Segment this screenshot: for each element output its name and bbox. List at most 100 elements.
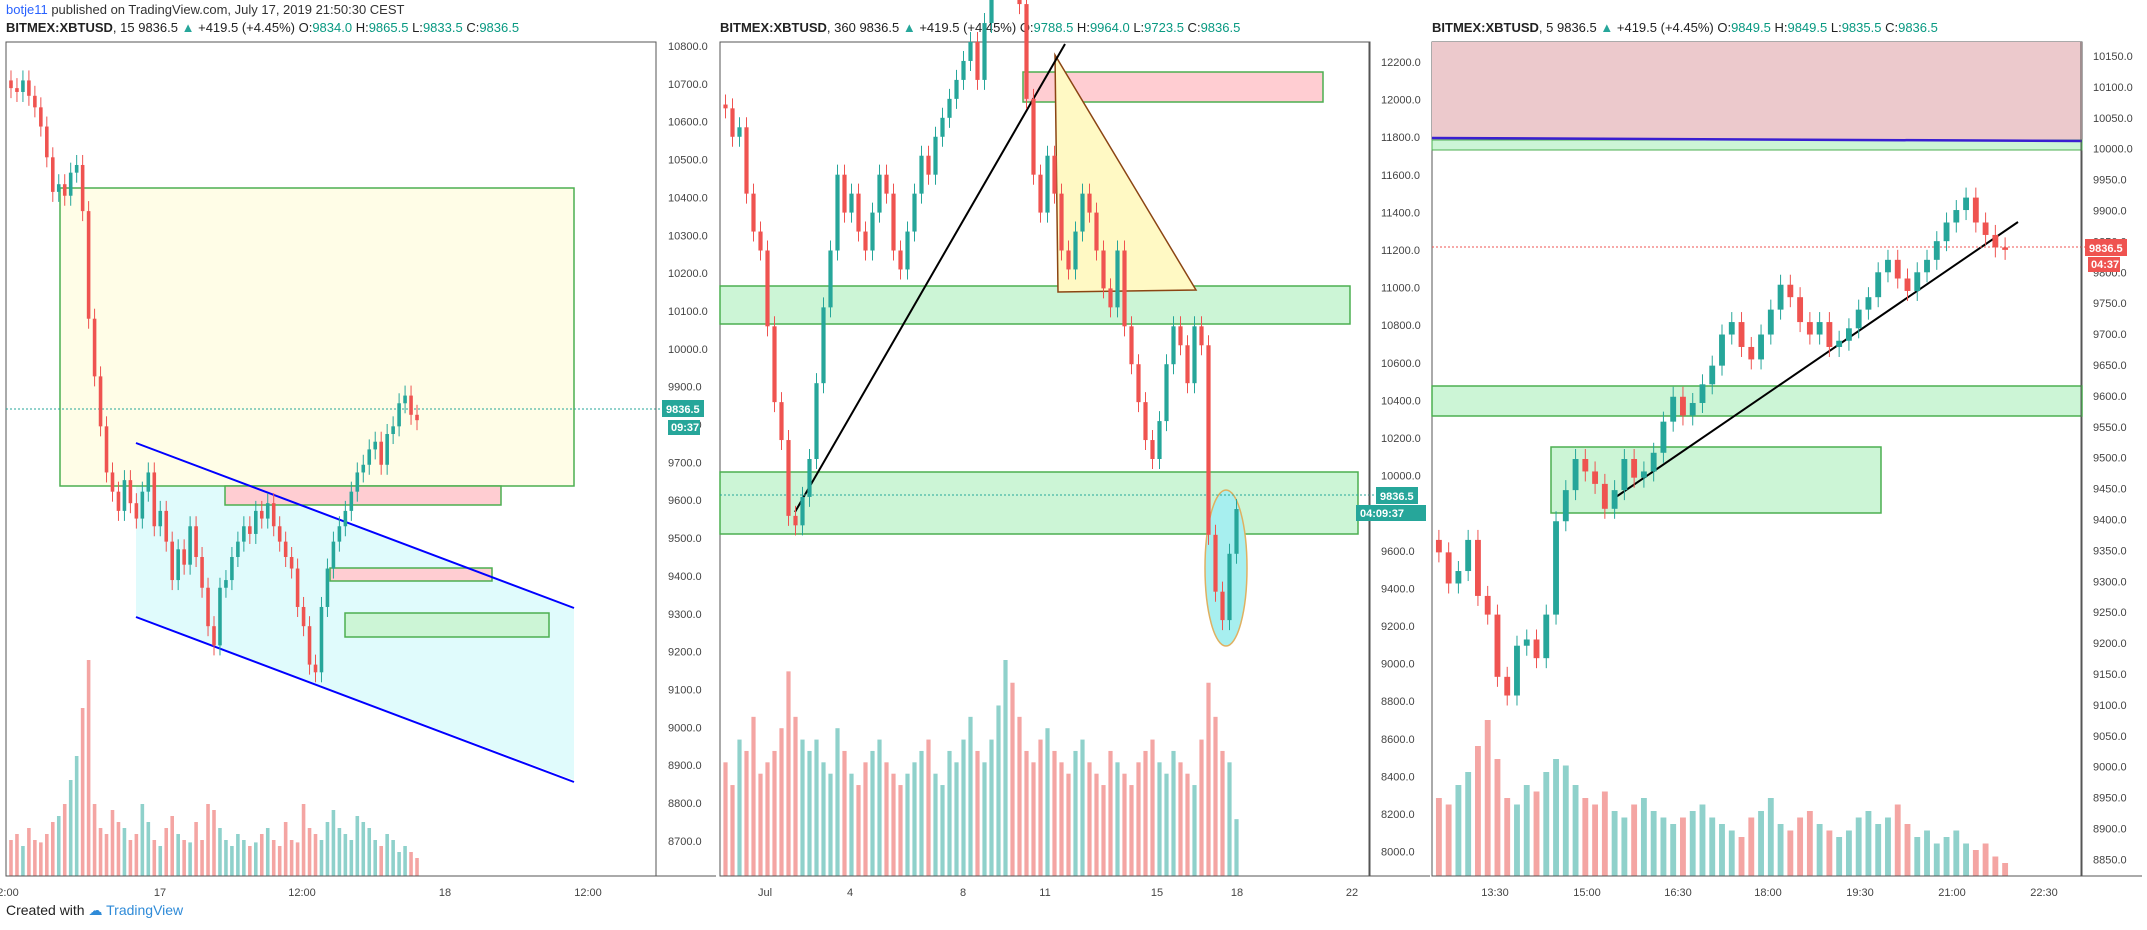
candle-body[interactable] <box>898 250 903 270</box>
channel-lower-line[interactable] <box>135 616 575 783</box>
candle-body[interactable] <box>248 526 252 534</box>
candle-body[interactable] <box>940 117 945 137</box>
candle-body[interactable] <box>1484 595 1491 615</box>
candle-body[interactable] <box>218 587 222 646</box>
candle-body[interactable] <box>259 510 264 519</box>
resistance-line[interactable] <box>1431 136 2083 143</box>
candle-body[interactable] <box>1885 259 1891 273</box>
candle-body[interactable] <box>856 193 861 232</box>
candle-body[interactable] <box>379 441 383 465</box>
candle-body[interactable] <box>182 549 186 565</box>
candle-body[interactable] <box>45 126 49 158</box>
candle-body[interactable] <box>954 79 959 99</box>
candle-body[interactable] <box>1875 272 1882 298</box>
candle-body[interactable] <box>779 402 784 441</box>
candle-body[interactable] <box>1465 539 1472 572</box>
candle-body[interactable] <box>1136 364 1141 403</box>
candle-body[interactable] <box>765 250 770 327</box>
candle-body[interactable] <box>27 80 31 96</box>
candle-body[interactable] <box>1670 396 1677 422</box>
x-axis[interactable]: 13:30 15:00 16:30 18:00 19:30 21:00 22:30 <box>1432 875 2142 899</box>
candle-body[interactable] <box>1031 98 1036 175</box>
candle-body[interactable] <box>271 503 276 527</box>
candle-body[interactable] <box>116 491 121 511</box>
candle-body[interactable] <box>1543 614 1550 659</box>
candle-body[interactable] <box>933 136 938 175</box>
candle-body[interactable] <box>968 42 973 61</box>
author-name[interactable]: botje11 <box>6 2 48 17</box>
candle-body[interactable] <box>158 510 163 527</box>
candle-body[interactable] <box>62 184 67 196</box>
panel-2-plot-area[interactable] <box>719 41 1371 877</box>
candle-body[interactable] <box>1052 155 1057 194</box>
candle-body[interactable] <box>1758 334 1764 360</box>
candle-body[interactable] <box>1963 197 1969 211</box>
candle-body[interactable] <box>367 449 372 465</box>
candle-body[interactable] <box>1024 4 1029 99</box>
candle-body[interactable] <box>170 541 174 581</box>
candle-body[interactable] <box>884 174 889 194</box>
candle-body[interactable] <box>1992 234 1999 248</box>
candle-body[interactable] <box>110 472 115 492</box>
candle-body[interactable] <box>835 174 840 251</box>
candle-body[interactable] <box>295 568 300 607</box>
candle-body[interactable] <box>397 403 401 427</box>
candle-body[interactable] <box>989 0 994 24</box>
candle-body[interactable] <box>1582 459 1589 472</box>
candle-body[interactable] <box>289 557 294 569</box>
highlight-ellipse[interactable] <box>1204 489 1248 647</box>
candle-body[interactable] <box>68 172 73 196</box>
candle-body[interactable] <box>361 464 366 473</box>
candle-body[interactable] <box>277 526 282 542</box>
candle-body[interactable] <box>1680 396 1686 416</box>
candle-body[interactable] <box>975 42 980 80</box>
candle-body[interactable] <box>744 127 749 194</box>
candle-body[interactable] <box>212 626 216 646</box>
candle-body[interactable] <box>86 211 91 319</box>
candle-body[interactable] <box>140 491 145 519</box>
candle-body[interactable] <box>1087 193 1092 213</box>
candle-body[interactable] <box>842 174 847 213</box>
candle-body[interactable] <box>912 193 917 232</box>
candle-body[interactable] <box>828 250 833 308</box>
candle-body[interactable] <box>877 174 882 213</box>
candle-body[interactable] <box>737 127 742 137</box>
candle-body[interactable] <box>1122 250 1127 327</box>
candle-body[interactable] <box>194 526 198 558</box>
candle-body[interactable] <box>1982 222 1989 235</box>
candle-body[interactable] <box>1017 0 1022 5</box>
candle-body[interactable] <box>1045 155 1050 213</box>
candle-body[interactable] <box>1943 222 1950 242</box>
candle-body[interactable] <box>319 606 324 673</box>
candle-body[interactable] <box>863 231 868 251</box>
x-axis[interactable]: 2:00 17 12:00 18 12:00 <box>0 875 716 899</box>
candle-body[interactable] <box>283 541 288 558</box>
candle-body[interactable] <box>1787 284 1794 298</box>
candle-body[interactable] <box>355 472 360 492</box>
candle-body[interactable] <box>176 549 180 581</box>
candle-body[interactable] <box>1455 571 1462 584</box>
candle-body[interactable] <box>1553 521 1559 615</box>
candle-body[interactable] <box>723 104 728 109</box>
trend-line[interactable] <box>794 43 1066 513</box>
tradingview-logo-icon[interactable]: ☁ <box>88 902 103 918</box>
candle-body[interactable] <box>1227 553 1232 621</box>
candle-body[interactable] <box>9 80 13 89</box>
candle-body[interactable] <box>1767 309 1774 335</box>
candle-body[interactable] <box>1073 231 1078 270</box>
candle-body[interactable] <box>325 568 330 607</box>
candle-body[interactable] <box>2002 247 2009 250</box>
candle-body[interactable] <box>33 95 37 108</box>
candle-body[interactable] <box>242 526 246 542</box>
candle-body[interactable] <box>21 80 25 92</box>
candle-body[interactable] <box>1523 639 1530 646</box>
chart-panel-3[interactable]: 10150.0 10100.0 10050.0 10000.0 9950.0 9900.0… <box>1431 41 2142 899</box>
candle-body[interactable] <box>1709 365 1716 385</box>
candle-body[interactable] <box>1220 591 1225 621</box>
candle-body[interactable] <box>1826 322 1833 347</box>
tradingview-brand[interactable]: TradingView <box>106 902 184 918</box>
candle-body[interactable] <box>1143 402 1148 441</box>
candle-body[interactable] <box>301 606 306 627</box>
candle-body[interactable] <box>1748 346 1755 360</box>
